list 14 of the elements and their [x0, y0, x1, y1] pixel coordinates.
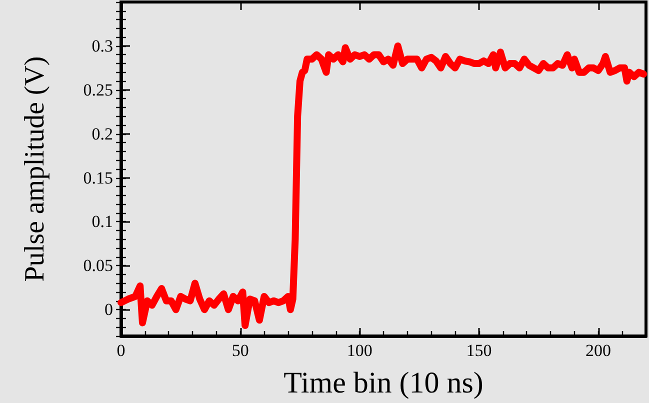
y-axis-title: Pulse amplitude (V) [20, 56, 50, 282]
y-tick-label: 0 [104, 300, 113, 320]
y-tick-label: 0.15 [83, 168, 113, 188]
x-tick-label: 50 [232, 341, 249, 360]
x-axis-title: Time bin (10 ns) [284, 366, 484, 400]
y-tick-label: 0.3 [92, 36, 113, 56]
y-tick-label: 0.05 [83, 256, 113, 276]
x-tick-label: 200 [586, 341, 612, 360]
x-tick-label: 0 [116, 341, 126, 360]
x-tick-label: 100 [346, 341, 372, 360]
y-tick-label: 0.2 [92, 124, 113, 144]
x-tick-label: 150 [466, 341, 492, 360]
y-tick-label: 0.25 [83, 80, 113, 100]
y-tick-label: 0.1 [92, 212, 113, 232]
